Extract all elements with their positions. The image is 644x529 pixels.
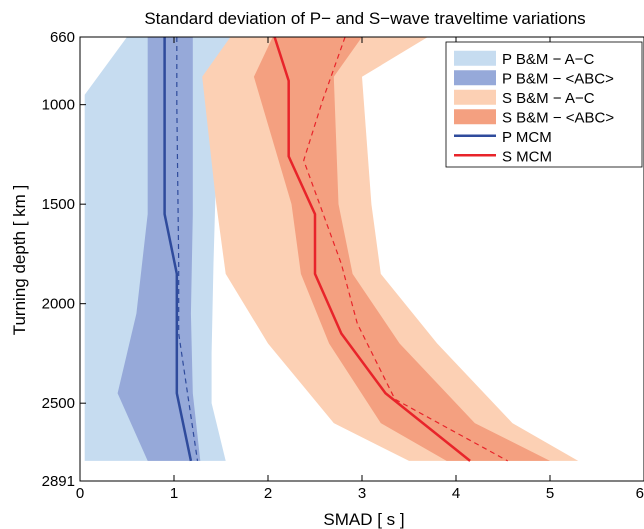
legend-label-series-2: S MCM [502,148,552,165]
plot-area [79,36,644,482]
x-tick-label: 3 [358,485,366,502]
x-tick-label: 5 [546,485,554,502]
series-line-1 [163,37,193,462]
y-axis: 660 1000 1500 2000 2500 2891 [42,29,86,490]
legend-label-band-3: S B&M − A−C [502,90,595,107]
dashed-line-1 [176,37,199,461]
x-tick-label: 2 [264,485,272,502]
series-line-2 [273,36,471,462]
x-tick-label: 6 [636,485,644,502]
y-tick-label: 1500 [42,196,75,213]
band-4 [253,37,550,461]
x-tick-label: 0 [76,485,84,502]
x-axis-label: SMAD [ s ] [323,510,404,529]
legend-swatch-band-1 [454,50,496,66]
dashed-line-2 [303,36,508,462]
legend: P B&M − A−C P B&M − <ABC> S B&M − A−C S B&M… [445,41,643,168]
y-tick-label: 2000 [42,296,75,313]
legend-label-series-1: P MCM [502,129,552,146]
y-tick-label: 2891 [42,473,75,490]
legend-swatch-band-3 [454,89,496,105]
legend-swatch-band-2 [454,70,496,86]
chart-title: Standard deviation of P− and S−wave trav… [144,9,585,28]
x-tick-label: 1 [170,485,178,502]
x-axis: 0 1 2 3 4 5 6 [76,37,644,502]
y-tick-label: 1000 [42,97,75,114]
legend-swatch-band-4 [454,109,496,125]
legend-label-band-2: P B&M − <ABC> [502,70,614,87]
band-2 [117,37,201,461]
y-tick-label: 2500 [42,395,75,412]
legend-label-band-1: P B&M − A−C [502,51,594,68]
y-axis-label: Turning depth [ km ] [10,185,29,336]
legend-label-band-4: S B&M − <ABC> [502,109,614,126]
x-tick-label: 4 [452,485,460,502]
y-tick-label: 660 [50,29,75,46]
